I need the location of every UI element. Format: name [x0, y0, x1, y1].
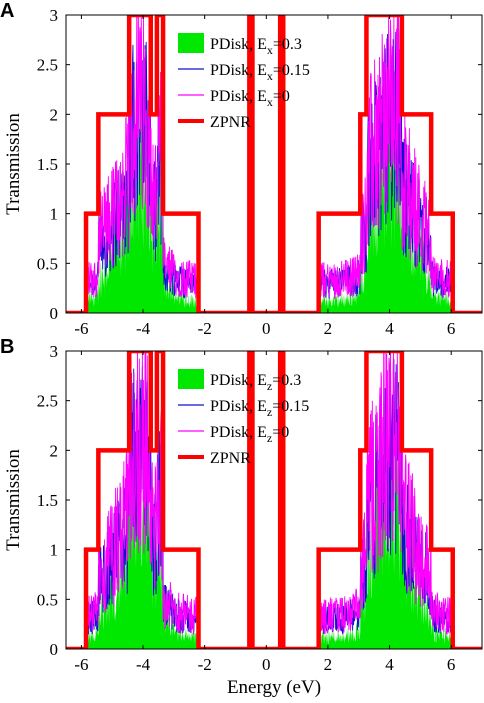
y-tick-label: 1	[50, 541, 59, 560]
legend-label: ZPNR	[210, 114, 251, 131]
y-tick-label: 0	[50, 304, 59, 323]
legend-label-name: ZPNR	[210, 114, 251, 131]
y-tick-label: 3	[50, 6, 59, 25]
plot-area	[66, 15, 482, 313]
legend-label-sub: z	[267, 431, 272, 445]
x-tick-label: 0	[262, 655, 271, 674]
y-tick-label: 2.5	[37, 392, 58, 411]
series-line-0	[66, 15, 482, 313]
x-tick-label: 2	[324, 319, 333, 338]
legend-label-sub: x	[267, 69, 273, 83]
panel-label: B	[0, 336, 14, 358]
y-tick-label: 0	[50, 640, 59, 659]
x-tick-label: 4	[385, 655, 394, 674]
y-tick-label: 0.5	[37, 590, 58, 609]
legend-swatch	[178, 369, 204, 389]
legend-label: ZPNR	[210, 450, 251, 467]
series-step-zpnr	[66, 15, 482, 313]
legend-label-name: ZPNR	[210, 450, 251, 467]
y-tick-label: 1.5	[37, 491, 58, 510]
x-axis-label: Energy (eV)	[227, 677, 321, 698]
legend-label: PDisk, Ex=0.15	[210, 62, 310, 83]
x-tick-label: -4	[136, 319, 151, 338]
legend-label-value: =0	[273, 88, 290, 105]
x-tick-label: -6	[74, 655, 88, 674]
y-tick-label: 2	[50, 105, 59, 124]
legend-label-name: PDisk, E	[210, 88, 267, 105]
legend-label-name: PDisk, E	[210, 62, 267, 79]
x-tick-label: -6	[74, 319, 88, 338]
legend-label-value: =0.15	[272, 398, 309, 415]
legend-label: PDisk, Ex=0	[210, 88, 290, 109]
x-tick-label: 6	[447, 319, 456, 338]
legend-label-name: PDisk, E	[210, 424, 267, 441]
x-tick-label: 2	[324, 655, 333, 674]
legend-label-value: =0.3	[272, 372, 301, 389]
legend-label: PDisk, Ez=0.15	[210, 398, 309, 419]
y-tick-label: 0.5	[37, 254, 58, 273]
x-tick-label: -4	[136, 655, 151, 674]
y-axis-label: Transmission	[3, 449, 24, 551]
x-tick-label: -2	[198, 655, 212, 674]
plot-area	[66, 351, 482, 649]
y-tick-label: 1	[50, 205, 59, 224]
series-line-0	[66, 351, 482, 649]
y-tick-label: 1.5	[37, 155, 58, 174]
x-tick-label: 4	[385, 319, 394, 338]
y-axis-label: Transmission	[3, 113, 24, 215]
legend-label: PDisk, Ex=0.3	[210, 36, 302, 57]
chart-panel-b: -6 -4 -2 0 2 4 6 0 0.5 1 1.5 2 2.5 3 Transmission Energ…	[0, 336, 483, 698]
legend-label-sub: x	[267, 95, 273, 109]
x-tick-label: 6	[447, 655, 456, 674]
legend-label-value: =0.3	[273, 36, 302, 53]
legend-label: PDisk, Ez=0.3	[210, 372, 301, 393]
legend-label-name: PDisk, E	[210, 372, 267, 389]
legend-label-name: PDisk, E	[210, 36, 267, 53]
y-tick-label: 3	[50, 342, 59, 361]
legend-swatch	[178, 33, 204, 53]
chart-panel-a: -6 -4 -2 0 2 4 6 0 0.5 1 1.5 2 2.5 3 Transmission A PDis…	[0, 0, 483, 338]
series-step-zpnr	[66, 351, 482, 649]
legend-label-value: =0	[272, 424, 289, 441]
panel-label: A	[0, 0, 14, 22]
legend-label-value: =0.15	[273, 62, 310, 79]
legend-label: PDisk, Ez=0	[210, 424, 289, 445]
series-area-0.3	[66, 382, 482, 649]
legend-label-sub: z	[267, 405, 272, 419]
x-tick-label: -2	[198, 319, 212, 338]
legend-label-name: PDisk, E	[210, 398, 267, 415]
x-tick-label: 0	[262, 319, 271, 338]
y-tick-label: 2.5	[37, 56, 58, 75]
legend-label-sub: z	[267, 379, 272, 393]
legend-label-sub: x	[267, 43, 273, 57]
y-tick-label: 2	[50, 441, 59, 460]
